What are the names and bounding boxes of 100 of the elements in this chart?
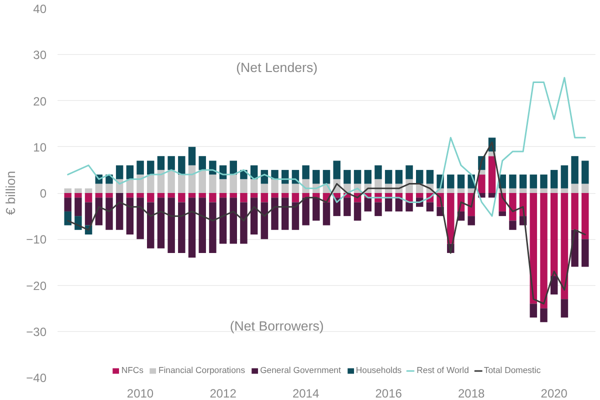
- bar: [364, 170, 372, 184]
- y-tick-label: −20: [26, 278, 47, 293]
- bar: [322, 202, 330, 226]
- y-tick-label: 40: [33, 2, 47, 16]
- bar: [292, 202, 300, 230]
- bar: [74, 198, 82, 216]
- bar: [582, 184, 589, 193]
- bar: [188, 198, 196, 258]
- bar: [519, 188, 527, 193]
- bar: [530, 304, 538, 318]
- x-tick-label: 2016: [375, 386, 402, 400]
- bar: [230, 193, 238, 198]
- bar: [64, 193, 72, 198]
- bar: [560, 299, 568, 318]
- bar: [271, 179, 278, 193]
- bar: [126, 198, 134, 235]
- bar: [488, 193, 496, 198]
- bar: [157, 198, 165, 248]
- bar: [271, 198, 278, 230]
- bar: [74, 193, 82, 198]
- bar: [406, 202, 413, 212]
- bar: [84, 193, 92, 202]
- bar: [168, 156, 175, 170]
- bar: [198, 198, 206, 253]
- x-tick-label: 2014: [292, 386, 320, 400]
- bar: [416, 170, 424, 184]
- bar: [344, 198, 351, 216]
- bar: [302, 193, 310, 198]
- bar: [395, 170, 403, 184]
- y-tick-label: 20: [33, 94, 47, 108]
- bar: [74, 188, 82, 193]
- bar: [84, 202, 92, 226]
- bar: [312, 193, 320, 198]
- bar: [488, 156, 496, 193]
- bar: [540, 188, 548, 193]
- bar: [260, 184, 268, 193]
- bar: [106, 198, 113, 230]
- bar: [198, 170, 206, 193]
- bar: [95, 184, 103, 193]
- y-tick-label: 10: [33, 140, 47, 154]
- bar: [209, 174, 216, 193]
- bar: [64, 188, 72, 193]
- bar: [582, 239, 589, 267]
- bar: [302, 165, 310, 180]
- x-tick-label: 2010: [126, 386, 154, 400]
- bar: [64, 198, 72, 212]
- bar: [292, 184, 300, 193]
- bar: [136, 193, 144, 198]
- y-tick-label: 30: [33, 48, 47, 62]
- y-tick-label: −30: [26, 324, 47, 339]
- bar: [560, 188, 568, 193]
- bar: [447, 174, 454, 188]
- bar: [198, 193, 206, 198]
- bar: [178, 202, 186, 253]
- bar: [322, 170, 330, 184]
- bar: [509, 193, 516, 221]
- y-tick-label: −10: [26, 232, 47, 247]
- bar: [550, 188, 558, 193]
- bar: [178, 174, 186, 193]
- bar: [519, 174, 527, 188]
- bar: [64, 211, 72, 226]
- bar: [530, 188, 538, 193]
- bar: [209, 202, 216, 253]
- bar: [219, 193, 227, 198]
- x-tick-label: 2020: [540, 386, 568, 400]
- legend-label: NFCs: [121, 365, 144, 375]
- bar: [374, 165, 382, 180]
- bar: [168, 198, 175, 253]
- bar: [219, 198, 227, 244]
- bar: [198, 156, 206, 170]
- bar: [530, 193, 538, 304]
- bar: [178, 156, 186, 175]
- bar: [281, 193, 289, 198]
- line-series: [67, 142, 586, 304]
- bar: [344, 170, 351, 184]
- bar: [426, 202, 434, 212]
- legend-label: Households: [356, 365, 402, 375]
- bar: [136, 198, 144, 240]
- bar: [540, 174, 548, 188]
- bar: [426, 170, 434, 184]
- bar: [126, 193, 134, 198]
- legend-label: Rest of World: [416, 365, 469, 375]
- bar: [571, 156, 578, 184]
- bar: [230, 160, 238, 175]
- bar: [168, 193, 175, 198]
- bar: [188, 165, 196, 193]
- bar: [550, 193, 558, 276]
- bar: [281, 198, 289, 230]
- bar: [281, 184, 289, 193]
- bar: [312, 198, 320, 221]
- bar: [571, 184, 578, 193]
- bar: [240, 202, 248, 244]
- bar: [457, 174, 465, 188]
- y-tick-label: −40: [26, 371, 47, 385]
- bar: [168, 170, 175, 193]
- bar: [116, 165, 124, 180]
- bar: [188, 146, 196, 166]
- bar: [478, 174, 486, 193]
- bar: [457, 188, 465, 193]
- bar: [406, 165, 413, 180]
